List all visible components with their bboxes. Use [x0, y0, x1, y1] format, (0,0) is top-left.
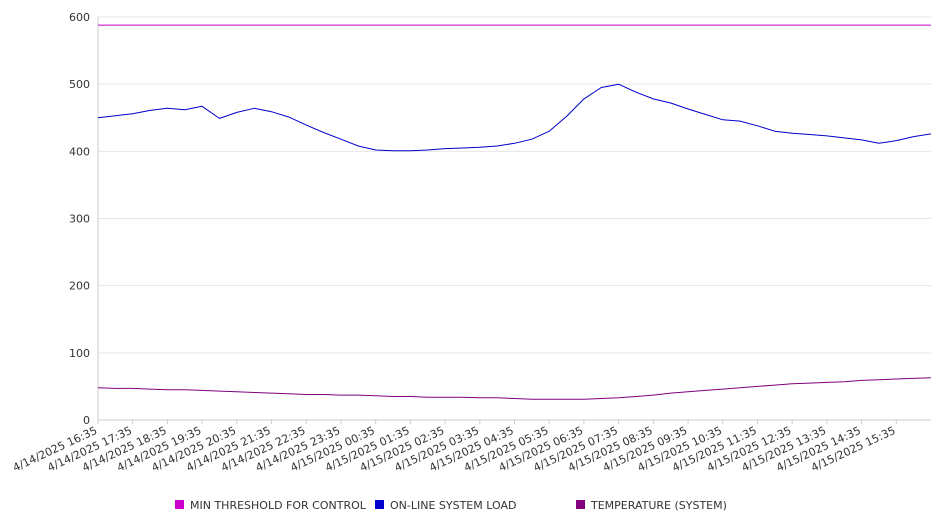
- legend-label-1: MIN THRESHOLD FOR CONTROL: [190, 499, 367, 512]
- grid-lines: [98, 16, 931, 354]
- series-line-3: [97, 377, 932, 400]
- y-tick-label: 100: [69, 347, 90, 360]
- legend-label-3: TEMPERATURE (SYSTEM): [590, 499, 727, 512]
- y-tick-label: 500: [69, 78, 90, 91]
- y-tick-label: 300: [69, 213, 90, 226]
- series-line-2: [97, 83, 932, 152]
- series-lines: [97, 24, 932, 400]
- y-tick-label: 200: [69, 280, 90, 293]
- axes: [97, 17, 931, 424]
- x-axis-tick-labels: 4/14/2025 16:354/14/2025 17:354/14/2025 …: [11, 424, 898, 474]
- y-tick-label: 0: [83, 414, 90, 427]
- legend-swatch-1: [175, 500, 184, 509]
- legend-label-2: ON-LINE SYSTEM LOAD: [390, 499, 516, 512]
- legend-swatch-2: [375, 500, 384, 509]
- legend: MIN THRESHOLD FOR CONTROL ON-LINE SYSTEM …: [175, 499, 727, 512]
- y-axis-tick-labels: 0 100 200 300 400 500 600: [69, 11, 90, 427]
- legend-swatch-3: [576, 500, 585, 509]
- y-tick-label: 400: [69, 145, 90, 158]
- y-tick-label: 600: [69, 11, 90, 24]
